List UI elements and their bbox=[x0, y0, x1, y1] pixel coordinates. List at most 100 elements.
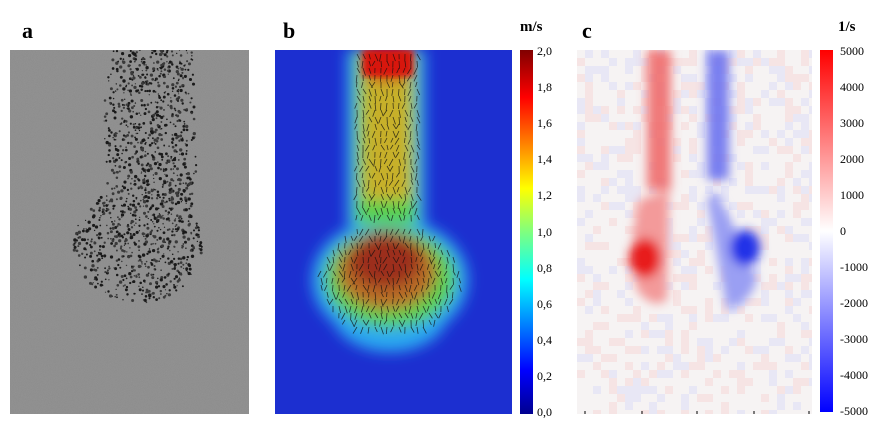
particle bbox=[91, 259, 95, 263]
vorticity-noise-cell bbox=[689, 226, 697, 234]
particle bbox=[109, 198, 114, 202]
particle bbox=[136, 132, 139, 135]
vorticity-noise-cell bbox=[681, 362, 689, 370]
velocity-vector bbox=[389, 144, 394, 150]
vorticity-noise-cell bbox=[617, 170, 625, 178]
velocity-vector bbox=[398, 207, 402, 214]
particle bbox=[115, 61, 119, 65]
vorticity-noise-cell bbox=[737, 226, 745, 234]
vorticity-noise-cell bbox=[801, 146, 809, 154]
particle bbox=[108, 149, 111, 152]
particle bbox=[144, 195, 148, 199]
velocity-vector bbox=[386, 123, 390, 130]
velocity-vector bbox=[367, 326, 370, 334]
vorticity-noise-cell bbox=[777, 178, 785, 186]
particle bbox=[134, 137, 138, 141]
vorticity-noise-cell bbox=[769, 338, 777, 346]
vorticity-colorbar-tick-label: -4000 bbox=[840, 368, 868, 382]
particle bbox=[89, 243, 92, 247]
vorticity-noise-cell bbox=[769, 98, 777, 106]
vorticity-noise-cell bbox=[737, 338, 745, 346]
velocity-vector bbox=[380, 144, 385, 151]
velocity-vector bbox=[401, 298, 406, 304]
particle bbox=[162, 168, 165, 170]
vorticity-noise-cell bbox=[721, 186, 729, 194]
particle bbox=[167, 66, 170, 69]
particle bbox=[115, 139, 117, 141]
particle bbox=[160, 70, 163, 73]
velocity-vector bbox=[398, 158, 402, 166]
particle bbox=[199, 241, 203, 245]
panel-label-b: b bbox=[283, 18, 296, 43]
particle bbox=[133, 85, 137, 90]
particle bbox=[157, 166, 160, 170]
particle bbox=[146, 103, 150, 106]
particle bbox=[119, 224, 121, 226]
vorticity-noise-cell bbox=[737, 138, 745, 146]
particle bbox=[129, 182, 132, 185]
vorticity-noise-cell bbox=[585, 330, 593, 338]
velocity-vector bbox=[368, 249, 372, 257]
velocity-vector bbox=[389, 165, 394, 172]
velocity-vector bbox=[403, 151, 406, 160]
velocity-vector bbox=[410, 263, 413, 270]
particle bbox=[160, 115, 164, 120]
particle bbox=[81, 229, 85, 233]
particle bbox=[119, 247, 122, 250]
vorticity-noise-cell bbox=[697, 362, 705, 370]
particle bbox=[116, 296, 118, 299]
vorticity-noise-cell bbox=[769, 218, 777, 226]
particle bbox=[192, 105, 196, 109]
vorticity-noise-cell bbox=[737, 202, 745, 210]
particle bbox=[140, 163, 144, 167]
velocity-vector bbox=[420, 256, 424, 263]
vorticity-noise-cell bbox=[625, 346, 633, 354]
velocity-vector bbox=[404, 284, 408, 292]
particle bbox=[177, 158, 180, 161]
particle bbox=[144, 171, 147, 173]
velocity-vector bbox=[356, 186, 358, 194]
velocity-vector bbox=[415, 319, 418, 326]
particle bbox=[142, 156, 144, 158]
particle bbox=[176, 89, 179, 93]
vorticity-noise-cell bbox=[593, 290, 601, 298]
velocity-vector bbox=[456, 270, 460, 278]
velocity-vector bbox=[355, 214, 358, 221]
velocity-vector bbox=[396, 186, 400, 193]
particle bbox=[111, 222, 115, 226]
velocity-vector bbox=[392, 95, 395, 103]
vorticity-noise-cell bbox=[673, 274, 681, 282]
particle bbox=[160, 63, 163, 67]
particle bbox=[172, 168, 175, 170]
velocity-vector bbox=[394, 137, 400, 145]
particle bbox=[108, 265, 110, 268]
velocity-vector bbox=[371, 172, 376, 179]
vorticity-noise-cell bbox=[801, 50, 809, 58]
particle bbox=[127, 104, 130, 107]
vorticity-noise-cell bbox=[809, 162, 812, 170]
vorticity-noise-cell bbox=[577, 298, 585, 306]
vorticity-noise-cell bbox=[801, 122, 809, 130]
particle bbox=[174, 143, 178, 147]
particle bbox=[170, 199, 172, 202]
particle bbox=[125, 84, 128, 87]
vorticity-noise-cell bbox=[617, 106, 625, 114]
particle bbox=[173, 263, 175, 266]
velocity-vector bbox=[350, 235, 354, 241]
particle bbox=[125, 146, 127, 148]
particle bbox=[166, 247, 169, 250]
vorticity-noise-cell bbox=[809, 50, 812, 58]
velocity-vector bbox=[398, 312, 403, 319]
vorticity-noise-cell bbox=[681, 122, 689, 130]
velocity-vector bbox=[446, 256, 449, 264]
velocity-vector bbox=[434, 242, 436, 249]
particle bbox=[121, 52, 125, 56]
velocity-vector bbox=[356, 88, 361, 96]
particle bbox=[144, 262, 147, 266]
particle bbox=[155, 106, 159, 109]
particle bbox=[187, 263, 192, 268]
velocity-vector bbox=[320, 284, 323, 291]
vorticity-noise-cell bbox=[681, 394, 689, 402]
particle bbox=[190, 192, 194, 196]
particle bbox=[130, 94, 133, 96]
